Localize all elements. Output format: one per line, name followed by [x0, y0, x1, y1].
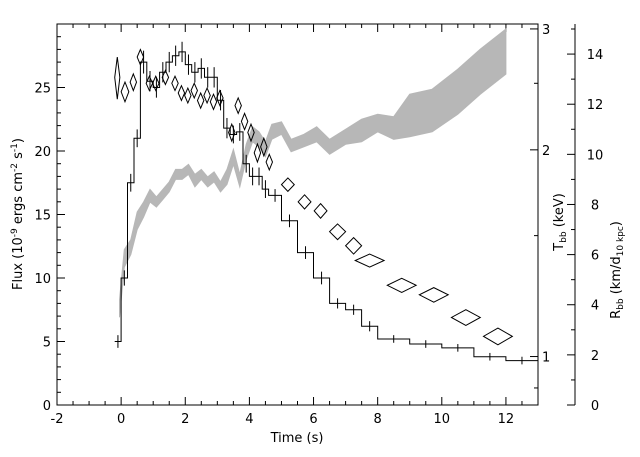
tbb-diamond: [184, 86, 192, 105]
rbb-tick-label: 0: [591, 399, 599, 414]
tbb-diamond: [344, 236, 363, 255]
x-tick-label: 8: [374, 412, 382, 427]
tbb-diamond: [209, 92, 218, 111]
rbb-tick-label: 4: [591, 299, 599, 314]
y-axis-label: Flux (10-9 ergs cm-2 s-1): [10, 138, 26, 290]
y-tick-label: 0: [43, 399, 51, 414]
right-axis-tbb: 1 2 3: [530, 23, 550, 405]
tbb-diamond: [136, 48, 145, 67]
tbb-diamond: [190, 82, 198, 100]
x-tick-label: 2: [181, 412, 189, 427]
tbb-diamond: [129, 72, 138, 92]
y-tick-label: 5: [43, 336, 51, 351]
tbb-diamond: [354, 253, 386, 268]
tbb-diamond: [114, 56, 121, 100]
x-tick-label: 10: [434, 412, 451, 427]
tbb-diamond: [203, 86, 211, 105]
tbb-diamond: [216, 89, 224, 107]
x-axis-ticks: -2 0 2 4 6 8 10 12: [51, 24, 539, 427]
tbb-diamond: [247, 122, 255, 143]
rbb-axis-label: Rbb (km/d10 kpc): [609, 221, 626, 319]
y-tick-label: 20: [34, 145, 51, 160]
tbb-diamond: [328, 223, 347, 241]
tbb-diamond: [145, 75, 154, 92]
tbb-diamond: [240, 112, 249, 132]
tbb-diamond: [313, 202, 328, 220]
tbb-diamond: [171, 75, 179, 92]
rbb-band-layer: [119, 27, 507, 318]
x-tick-label: 4: [245, 412, 253, 427]
tbb-diamond: [152, 75, 160, 92]
tbb-diamond: [253, 142, 262, 164]
y-tick-label: 10: [34, 272, 51, 287]
x-tick-label: 0: [117, 412, 125, 427]
tbb-diamond-layer: [114, 48, 514, 346]
rbb-tick-label: 10: [587, 148, 604, 163]
tbb-diamond: [260, 136, 268, 158]
tbb-diamond: [177, 84, 186, 102]
y-tick-label: 15: [34, 209, 51, 224]
y-tick-label: 25: [34, 82, 51, 97]
tbb-diamond: [386, 277, 418, 293]
x-tick-label: -2: [51, 412, 64, 427]
tbb-tick-label: 2: [542, 144, 550, 159]
right-axis-rbb: 0 2 4 6 8 10 12 14: [567, 24, 603, 414]
tbb-diamond: [265, 153, 274, 172]
tbb-tick-label: 1: [542, 351, 550, 366]
rbb-tick-label: 2: [591, 349, 599, 364]
rbb-tick-label: 6: [591, 249, 599, 264]
tbb-diamond: [120, 80, 130, 104]
x-axis-label: Time (s): [270, 431, 324, 446]
tbb-diamond: [228, 122, 236, 143]
tbb-diamond: [196, 91, 205, 110]
tbb-diamond: [234, 96, 242, 115]
rbb-tick-label: 8: [591, 198, 599, 213]
tbb-diamond: [418, 287, 450, 303]
rbb-band: [119, 27, 507, 318]
tbb-diamond: [280, 177, 295, 193]
tbb-diamond: [450, 309, 482, 326]
y-axis-ticks: 0 5 10 15 20 25: [34, 36, 65, 414]
tbb-diamond: [297, 194, 312, 210]
tbb-axis-label: Tbb (keV): [552, 193, 569, 252]
tbb-tick-label: 3: [542, 23, 550, 38]
x-tick-label: 6: [309, 412, 317, 427]
rbb-tick-label: 14: [587, 48, 604, 63]
tbb-diamond: [161, 69, 170, 86]
tbb-diamond: [482, 327, 514, 346]
rbb-tick-label: 12: [587, 98, 604, 113]
x-tick-label: 12: [498, 412, 515, 427]
